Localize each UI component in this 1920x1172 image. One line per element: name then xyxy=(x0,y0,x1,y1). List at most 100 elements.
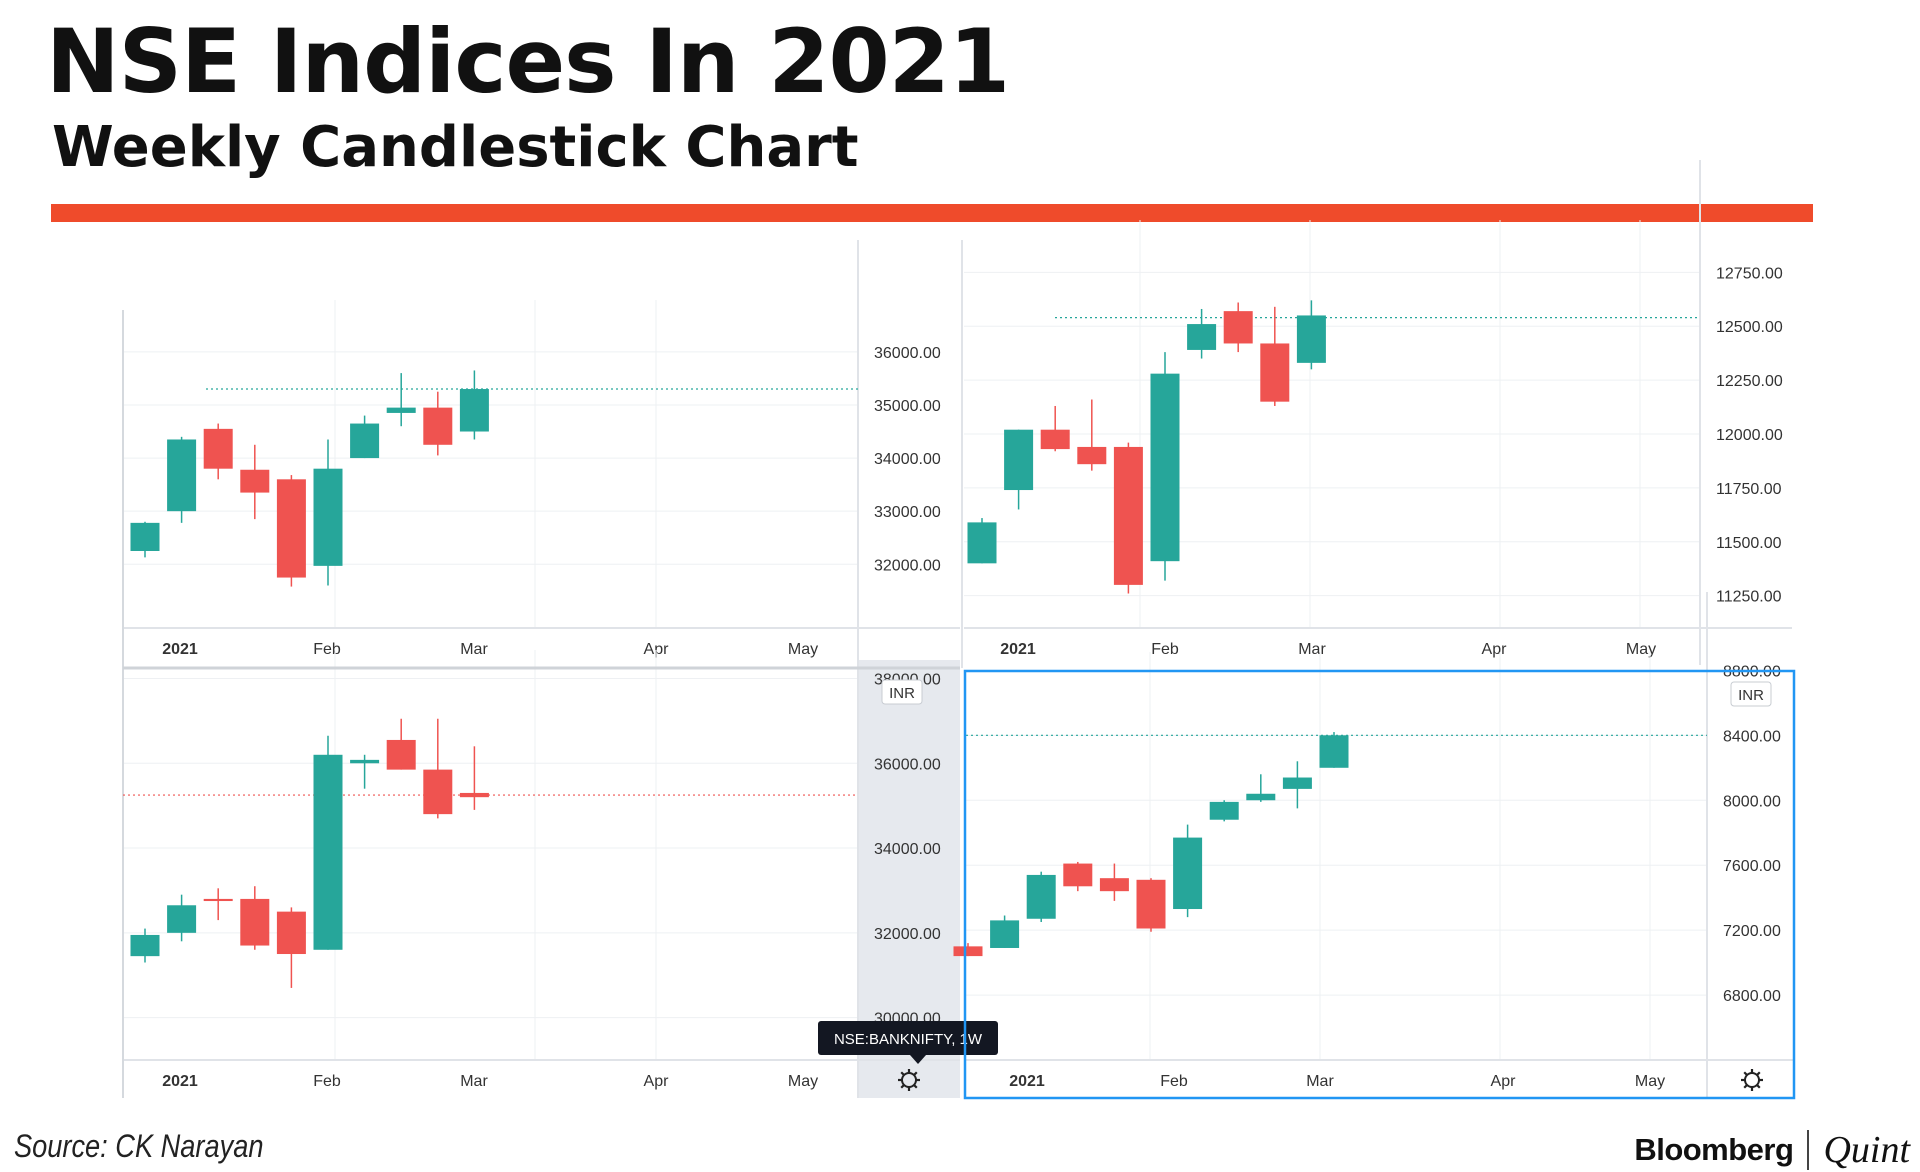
bottom-left-candle-body xyxy=(459,792,489,798)
bottom-left-currency-label: INR xyxy=(889,685,915,702)
bottom-left-xtick-label: May xyxy=(788,1073,818,1090)
top-right-candle-body xyxy=(1113,446,1143,585)
bottom-right-xtick-label: Feb xyxy=(1160,1073,1188,1090)
top-right-candle-body xyxy=(1296,315,1326,363)
top-left-candle-body xyxy=(130,522,160,551)
brand-separator xyxy=(1807,1130,1810,1170)
bottom-left-xtick-label: 2021 xyxy=(162,1073,198,1090)
top-left-candle-body xyxy=(350,423,380,459)
top-right-ytick-label: 11250.00 xyxy=(1716,589,1782,606)
top-right-candle-body xyxy=(1040,429,1070,450)
bottom-right-ytick-label: 8000.00 xyxy=(1723,793,1781,810)
bottom-left-candle-body xyxy=(276,911,306,955)
bottom-right-candle-body xyxy=(1063,863,1093,887)
bottom-left-settings-gear-icon[interactable] xyxy=(898,1069,920,1091)
symbol-tooltip-label: NSE:BANKNIFTY, 1W xyxy=(834,1031,983,1048)
top-right-candle-body xyxy=(1150,373,1180,562)
top-left-candle-body xyxy=(276,479,306,578)
top-right-xtick-label: Feb xyxy=(1151,641,1179,658)
bottom-left-candle-body xyxy=(350,759,380,764)
top-right-ytick-label: 12500.00 xyxy=(1716,319,1783,336)
bottom-right-candle-body xyxy=(953,946,983,957)
bottom-left-ytick-label: 34000.00 xyxy=(874,841,941,858)
bottom-left-currency-badge[interactable] xyxy=(881,679,923,705)
top-right-candle-body xyxy=(1077,446,1107,465)
top-right-candle-body xyxy=(1223,311,1253,344)
bottom-right-xtick-label: Mar xyxy=(1306,1073,1334,1090)
top-left-xtick-label: 2021 xyxy=(162,641,198,658)
top-left-candle-body xyxy=(313,468,343,566)
top-left-candle-body xyxy=(203,428,233,469)
brand-primary: Bloomberg xyxy=(1634,1132,1794,1167)
top-left-ytick-label: 36000.00 xyxy=(874,345,941,362)
top-right-ytick-label: 11750.00 xyxy=(1716,481,1782,498)
top-left-ytick-label: 34000.00 xyxy=(874,451,941,468)
top-right-candle-body xyxy=(1260,343,1290,402)
bottom-left-ytick-label: 36000.00 xyxy=(874,756,941,773)
top-left-xtick-label: Feb xyxy=(313,641,341,658)
top-left-candle-body xyxy=(386,407,416,413)
active-panel-frame[interactable] xyxy=(963,669,1796,1100)
bottom-right-candle-body xyxy=(1026,874,1056,919)
bottom-left-candle-body xyxy=(423,769,453,815)
top-left-ytick-label: 32000.00 xyxy=(874,557,941,574)
bottom-right-xtick-label: Apr xyxy=(1491,1073,1517,1090)
top-left-candle-body xyxy=(459,389,489,432)
source-note: Source: CK Narayan xyxy=(14,1128,264,1164)
bottom-right-candle-body xyxy=(1099,878,1129,892)
bottom-right-ytick-label: 7200.00 xyxy=(1723,923,1781,940)
bottom-right-settings-gear-icon[interactable] xyxy=(1741,1069,1763,1091)
top-right-ytick-label: 12750.00 xyxy=(1716,265,1783,282)
bottom-right-candle-body xyxy=(1173,837,1203,910)
top-left-ytick-label: 33000.00 xyxy=(874,504,941,521)
bottom-right-candle-body xyxy=(990,920,1020,948)
bottom-left-xtick-label: Mar xyxy=(460,1073,488,1090)
bottom-right-ytick-label: 6800.00 xyxy=(1723,988,1781,1005)
bottom-right-ytick-label: 8400.00 xyxy=(1723,728,1781,745)
symbol-tooltip xyxy=(818,1021,998,1055)
bottom-right-candle-body xyxy=(1136,879,1166,929)
page-subtitle: Weekly Candlestick Chart xyxy=(52,115,859,180)
top-right-candle-body xyxy=(1004,429,1034,491)
bottom-left-candle-body xyxy=(203,898,233,902)
top-left-ytick-label: 35000.00 xyxy=(874,398,941,415)
brand-secondary: Quint xyxy=(1823,1129,1910,1171)
top-left-candle-body xyxy=(423,407,453,445)
bottom-left-candle-body xyxy=(240,898,270,946)
top-left-xtick-label: Mar xyxy=(460,641,488,658)
top-right-xtick-label: May xyxy=(1626,641,1656,658)
bottom-left-candle-body xyxy=(130,934,160,957)
bottom-left-candle-body xyxy=(167,905,197,933)
bottom-left-xtick-label: Feb xyxy=(313,1073,341,1090)
bottom-left-candle-body xyxy=(313,754,343,950)
bottom-right-candle-body xyxy=(1246,793,1276,801)
top-right-ytick-label: 12000.00 xyxy=(1716,427,1783,444)
brand-logo: Bloomberg Quint xyxy=(1634,1128,1910,1172)
bottom-left-xtick-label: Apr xyxy=(644,1073,670,1090)
top-right-xtick-label: Apr xyxy=(1482,641,1508,658)
top-left-xtick-label: Apr xyxy=(644,641,670,658)
top-right-ytick-label: 11500.00 xyxy=(1716,535,1782,552)
top-right-xtick-label: Mar xyxy=(1298,641,1326,658)
bottom-right-xtick-label: 2021 xyxy=(1009,1073,1045,1090)
symbol-tooltip-pointer xyxy=(910,1055,926,1064)
bottom-left-ytick-label: 32000.00 xyxy=(874,926,941,943)
top-left-candle-body xyxy=(167,439,197,512)
top-right-candle-body xyxy=(1187,324,1217,350)
title-rule xyxy=(51,204,1813,222)
top-left-candle-body xyxy=(240,469,270,493)
top-right-candle-body xyxy=(967,522,997,564)
bottom-right-candle-body xyxy=(1209,801,1239,820)
bottom-left-candle-body xyxy=(386,739,416,770)
bottom-right-candle-body xyxy=(1319,735,1349,768)
bottom-right-ytick-label: 7600.00 xyxy=(1723,858,1781,875)
top-right-ytick-label: 12250.00 xyxy=(1716,373,1783,390)
page-title: NSE Indices In 2021 xyxy=(46,10,1010,113)
bottom-right-currency-badge[interactable] xyxy=(1730,681,1772,707)
top-left-xtick-label: May xyxy=(788,641,818,658)
top-right-xtick-label: 2021 xyxy=(1000,641,1036,658)
bottom-right-currency-label: INR xyxy=(1738,687,1764,704)
bottom-right-xtick-label: May xyxy=(1635,1073,1665,1090)
bottom-right-candle-body xyxy=(1282,777,1312,789)
